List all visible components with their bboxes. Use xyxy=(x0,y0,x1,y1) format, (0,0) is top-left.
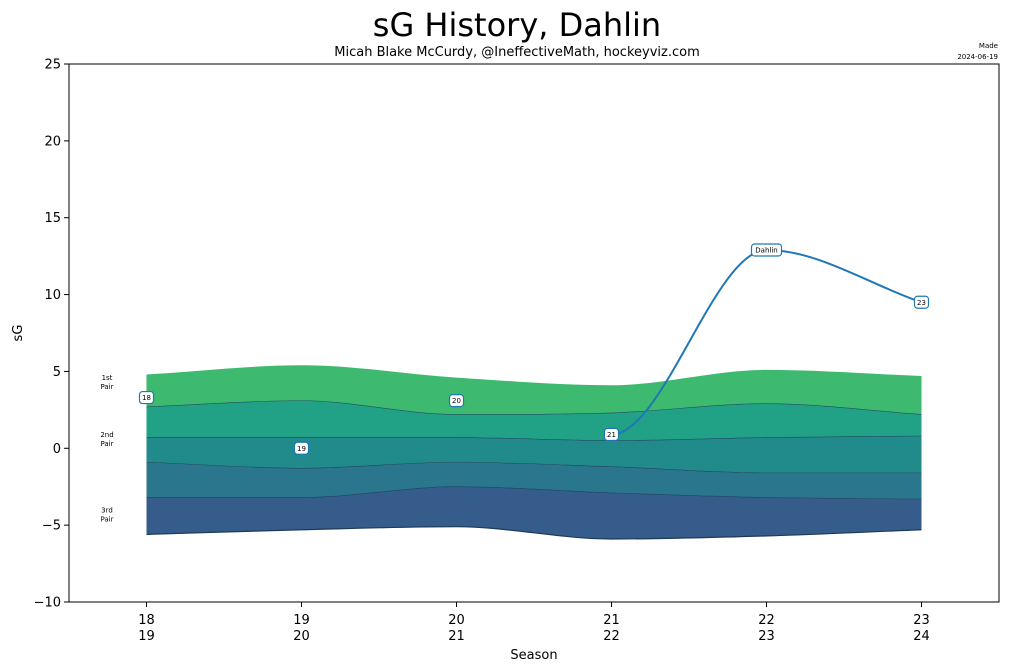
point-label-box xyxy=(448,394,465,408)
point-label-text: 19 xyxy=(297,445,306,453)
point-label-box xyxy=(750,243,783,257)
point-label: 20 xyxy=(448,394,465,408)
band-boundary-1 xyxy=(146,400,922,415)
point-labels: 18 19 20 21 Dahlin 23 xyxy=(138,243,930,455)
point-label: 18 xyxy=(138,390,155,405)
band-4 xyxy=(146,462,922,500)
tier-label: 1st xyxy=(102,374,113,382)
y-tick-label: 0 xyxy=(53,442,61,457)
point-label: 21 xyxy=(603,427,620,442)
x-tick-label-top: 20 xyxy=(448,613,465,628)
x-tick-label-bottom: 21 xyxy=(448,629,465,644)
y-tick-label: −5 xyxy=(42,519,61,534)
chart-title: sG History, Dahlin xyxy=(373,6,661,44)
band-5 xyxy=(146,486,922,539)
band-2 xyxy=(146,400,922,441)
x-tick-label-bottom: 22 xyxy=(603,629,620,644)
band-boundary-3 xyxy=(146,461,922,474)
tier-bands xyxy=(146,365,922,540)
point-label: 23 xyxy=(913,295,930,309)
point-label: 19 xyxy=(293,441,310,455)
point-label-text: 21 xyxy=(607,431,616,439)
made-date: 2024-06-19 xyxy=(957,53,998,61)
point-label: Dahlin xyxy=(750,243,783,257)
x-tick-label-bottom: 20 xyxy=(293,629,310,644)
tier-label: Pair xyxy=(100,383,113,391)
band-boundary-4 xyxy=(146,486,922,500)
point-label-box xyxy=(913,295,930,309)
y-tick-label: 10 xyxy=(44,288,61,303)
x-tick-label-top: 19 xyxy=(293,613,310,628)
y-tick-label: 5 xyxy=(53,365,61,380)
point-label-box xyxy=(138,390,155,405)
x-axis-label: Season xyxy=(510,648,557,663)
y-tick-label: 15 xyxy=(44,211,61,226)
x-tick-label-bottom: 19 xyxy=(138,629,155,644)
tier-label: 3rd xyxy=(101,506,113,514)
x-tick-label-top: 21 xyxy=(603,613,620,628)
tier-label: Pair xyxy=(100,515,113,523)
tier-label: Pair xyxy=(100,440,113,448)
x-tick-label-top: 18 xyxy=(138,613,155,628)
point-label-text: 23 xyxy=(917,299,926,307)
y-tick-label: −10 xyxy=(34,596,61,611)
chart-subtitle: Micah Blake McCurdy, @IneffectiveMath, h… xyxy=(334,45,700,60)
point-label-box xyxy=(603,427,620,442)
band-boundary-2 xyxy=(146,435,922,441)
band-3 xyxy=(146,435,922,473)
plot-frame xyxy=(68,63,1000,603)
point-label-box xyxy=(293,441,310,455)
point-label-text: 20 xyxy=(452,397,461,405)
y-tick-label: 20 xyxy=(44,134,61,149)
x-tick-label-bottom: 24 xyxy=(913,629,930,644)
y-axis: −10 −5 0 5 10 15 20 25 xyxy=(34,58,69,611)
x-tick-label-top: 23 xyxy=(913,613,930,628)
y-axis-label: sG xyxy=(11,325,26,342)
point-label-text: Dahlin xyxy=(755,246,777,254)
x-tick-label-bottom: 23 xyxy=(758,629,775,644)
tier-label: 2nd xyxy=(100,431,113,439)
point-label-text: 18 xyxy=(142,394,151,402)
y-tick-label: 25 xyxy=(44,58,61,73)
x-tick-label-top: 22 xyxy=(758,613,775,628)
made-label: Made xyxy=(979,42,998,50)
band-bottom-edge xyxy=(146,526,922,540)
band-1 xyxy=(146,365,922,415)
